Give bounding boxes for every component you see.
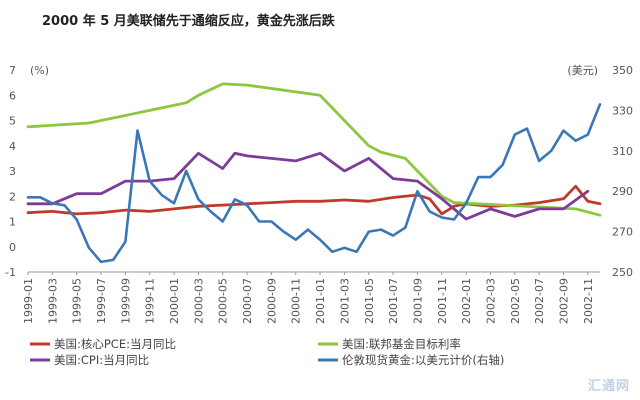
x-tick-label: 2001-09	[411, 278, 424, 324]
series-line-1	[26, 82, 602, 217]
axes-group: -1 0 1 2 3 4 5 6 7 (%) 250 270 290 310 330 350 (美元) 1999-…	[5, 64, 633, 324]
series-line-3	[26, 103, 602, 264]
x-tick-label: 2002-01	[460, 278, 473, 324]
left-tick-label: 0	[9, 241, 16, 254]
x-tick-label: 2002-07	[533, 278, 546, 324]
left-tick-label: 7	[9, 64, 16, 77]
series-line-2	[26, 151, 590, 221]
left-tick-label: -1	[5, 266, 16, 279]
x-tick-label: 2001-01	[314, 278, 327, 324]
legend-label-1: 美国:联邦基金目标利率	[342, 337, 461, 351]
x-tick-label: 2000-01	[168, 278, 181, 324]
legend-label-0: 美国:核心PCE:当月同比	[54, 337, 176, 351]
x-tick-label: 1999-05	[71, 278, 84, 324]
right-tick-label: 350	[612, 64, 633, 77]
x-tick-label: 2001-05	[363, 278, 376, 324]
left-tick-label: 5	[9, 115, 16, 128]
x-tick-label: 2000-07	[241, 278, 254, 324]
x-tick-label: 1999-07	[95, 278, 108, 324]
left-tick-label: 2	[9, 190, 16, 203]
x-tick-label: 1999-09	[119, 278, 132, 324]
left-tick-label: 3	[9, 165, 16, 178]
x-tick-label: 2002-11	[582, 278, 595, 324]
x-tick-label: 2001-11	[436, 278, 449, 324]
legend-label-2: 美国:CPI:当月同比	[54, 353, 149, 367]
chart-title: 2000 年 5 月美联储先于通缩反应，黄金先涨后跌	[42, 14, 335, 29]
x-tick-label: 2000-11	[290, 278, 303, 324]
x-tick-label: 1999-01	[22, 278, 35, 324]
x-tick-label: 2000-05	[217, 278, 230, 324]
x-tick-label: 2002-05	[509, 278, 522, 324]
right-axis-unit: (美元)	[567, 64, 598, 77]
x-tick-label: 1999-03	[46, 278, 59, 324]
left-tick-label: 4	[9, 140, 16, 153]
right-tick-label: 330	[612, 104, 633, 117]
x-tick-label: 2000-09	[265, 278, 278, 324]
x-tick-label: 2001-03	[338, 278, 351, 324]
x-tick-label: 2002-03	[484, 278, 497, 324]
series-group	[26, 82, 602, 264]
x-tick-label: 1999-11	[144, 278, 157, 324]
series-line-0	[26, 184, 602, 216]
right-tick-label: 310	[612, 145, 633, 158]
x-tick-label: 2001-07	[387, 278, 400, 324]
x-tick-label: 2000-03	[192, 278, 205, 324]
right-tick-label: 250	[612, 266, 633, 279]
left-tick-label: 6	[9, 89, 16, 102]
right-tick-label: 270	[612, 226, 633, 239]
left-axis-unit: (%)	[30, 64, 49, 77]
right-tick-label: 290	[612, 185, 633, 198]
legend-label-3: 伦敦现货黄金:以美元计价(右轴)	[342, 353, 504, 367]
x-tick-label: 2002-09	[557, 278, 570, 324]
left-tick-label: 1	[9, 216, 16, 229]
watermark-logo: 汇通网	[587, 379, 630, 394]
